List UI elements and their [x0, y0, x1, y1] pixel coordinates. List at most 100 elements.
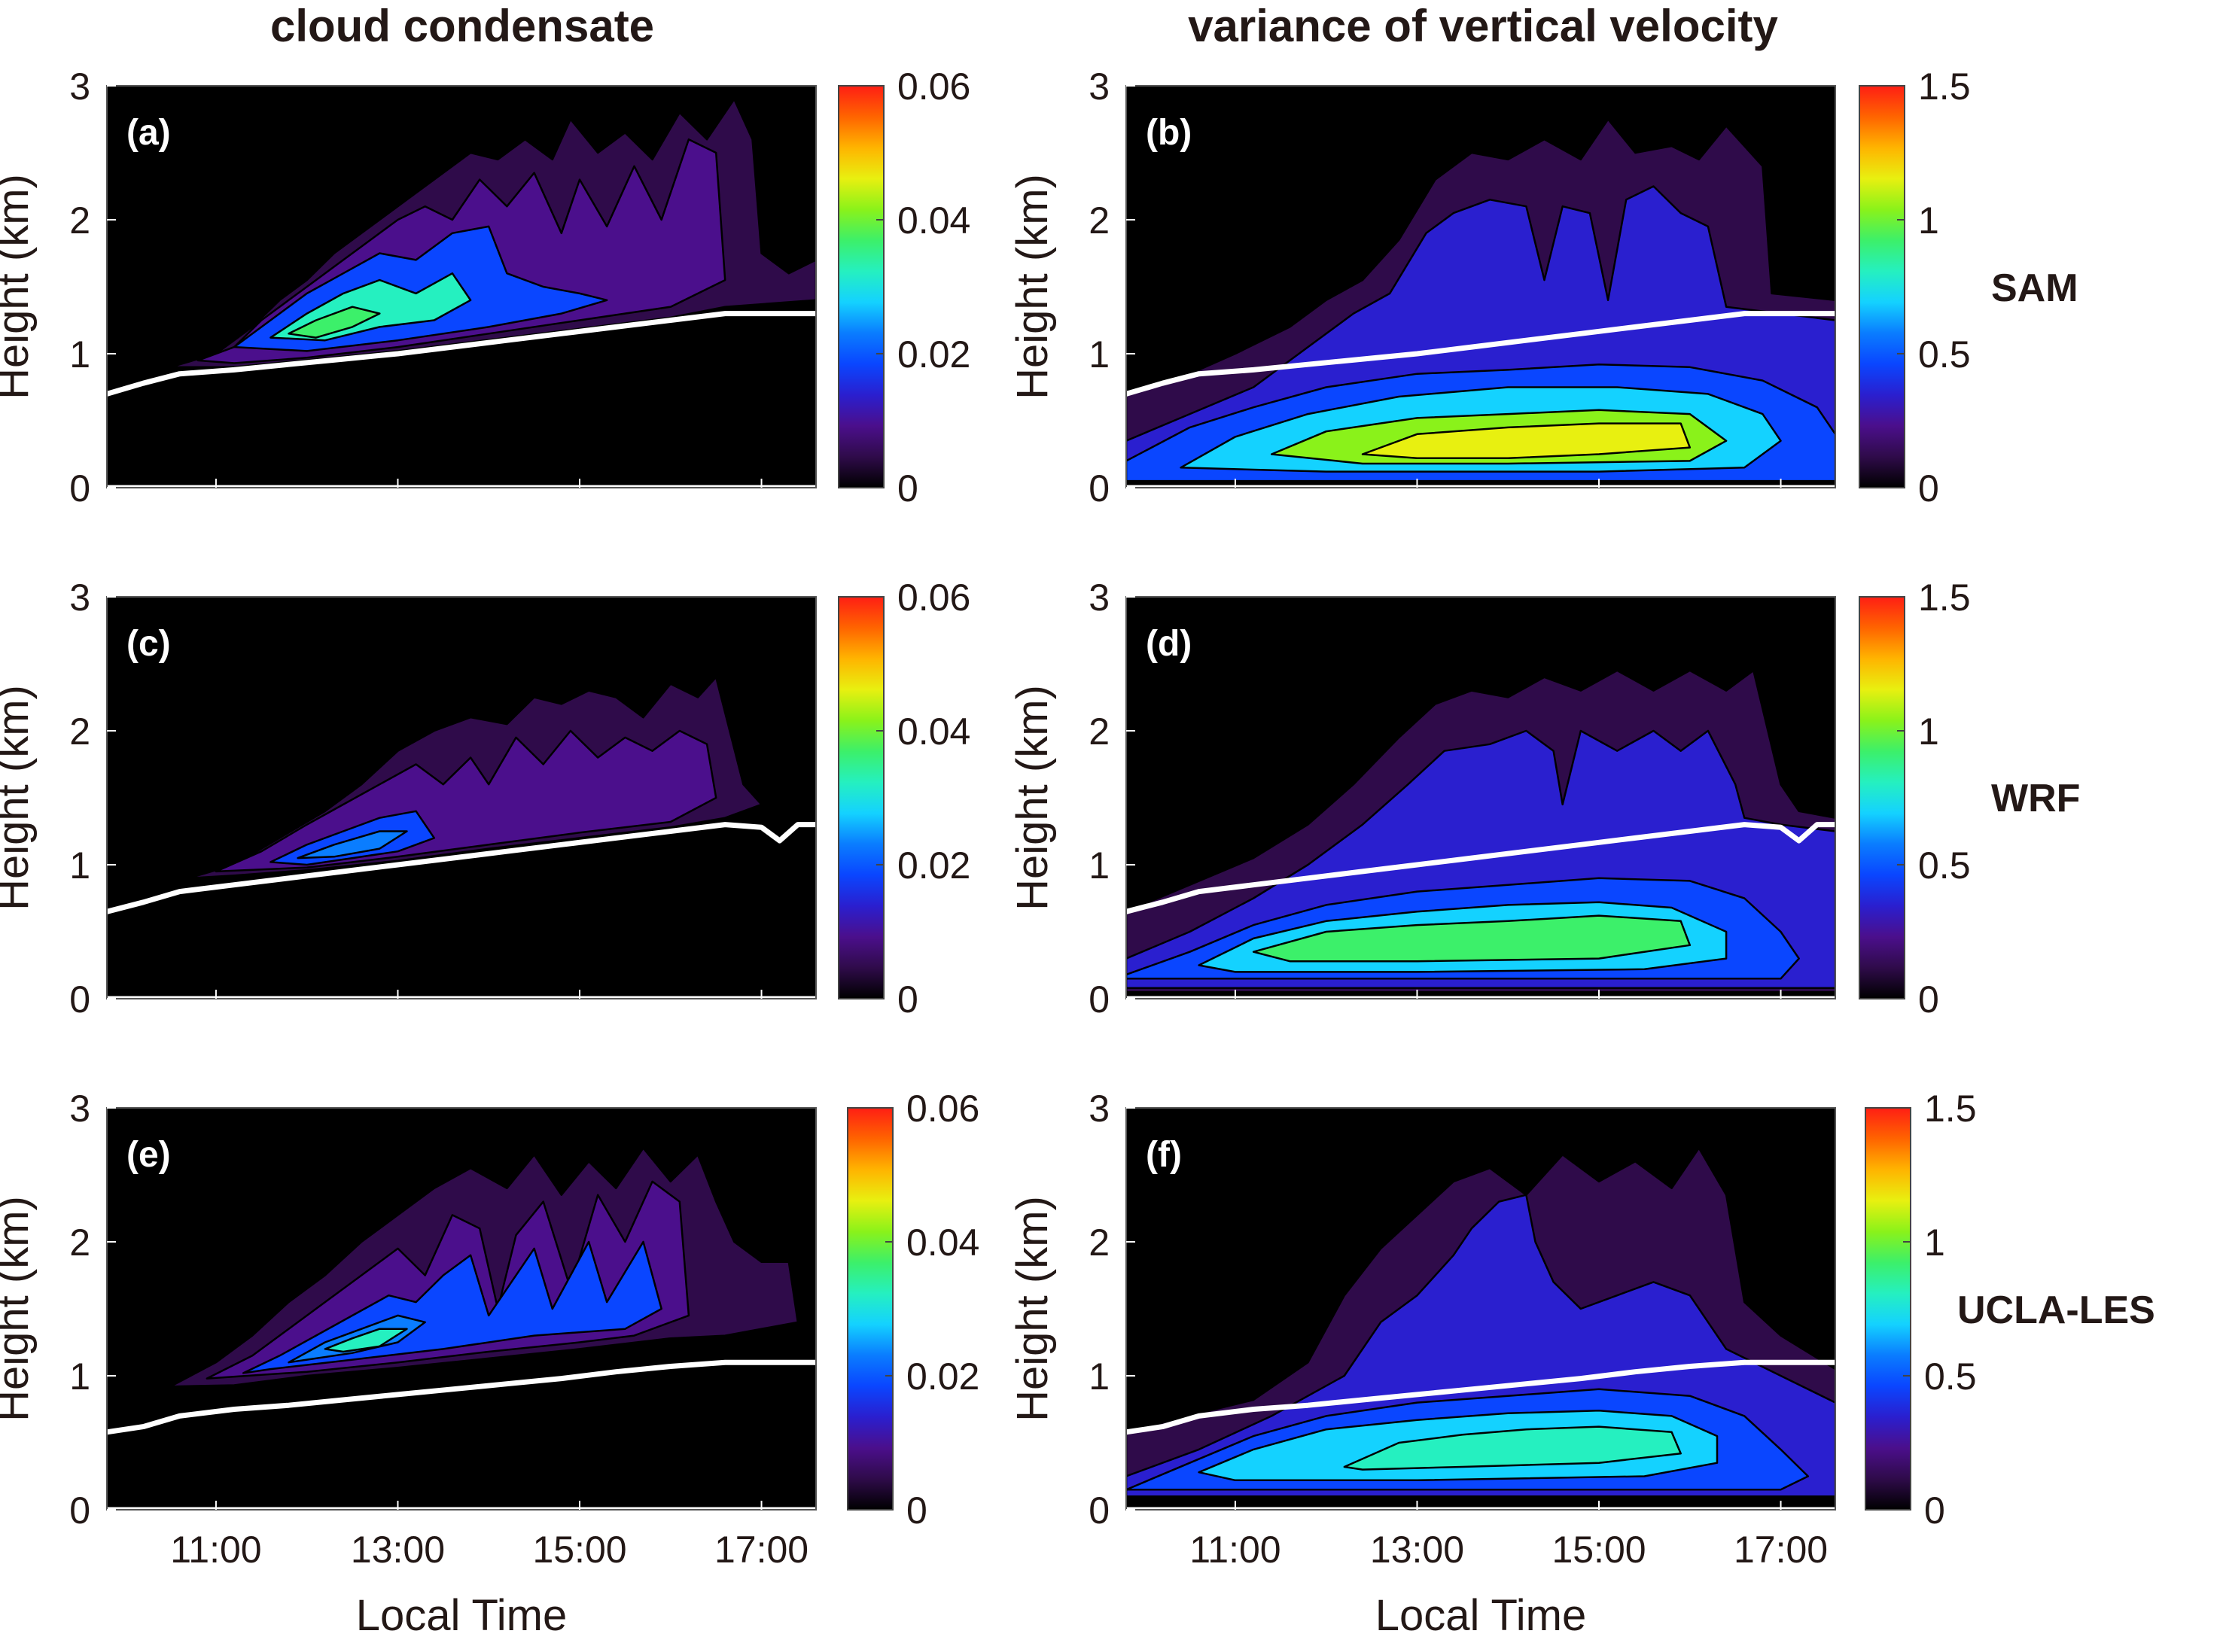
y-tick-label: 3: [1089, 65, 1110, 108]
y-tick-label: 0: [69, 1489, 90, 1532]
colorbar-tick-label: 0: [1924, 1489, 1945, 1532]
colorbar-condensate: [838, 85, 885, 488]
y-axis-title: Height (km): [0, 1196, 38, 1422]
x-tick-label: 15:00: [532, 1529, 626, 1571]
y-tick-label: 3: [1089, 1088, 1110, 1130]
panel-label: (b): [1146, 113, 1192, 153]
x-tick-label: 17:00: [714, 1529, 809, 1571]
y-tick-label: 1: [69, 1355, 90, 1398]
panel-label: (d): [1146, 624, 1192, 664]
contour-region: [324, 1328, 408, 1353]
row-label-ucla-les: UCLA-LES: [1957, 1288, 2155, 1332]
x-axis-title: Local Time: [356, 1591, 567, 1640]
y-tick-label: 0: [1089, 1489, 1110, 1532]
colorbar-condensate: [838, 596, 885, 999]
colorbar-variance: [1865, 1107, 1911, 1511]
x-tick-label: 15:00: [1552, 1529, 1646, 1571]
contour-region: [288, 306, 381, 339]
colorbar-tick-label: 0: [1918, 467, 1939, 510]
contour-region: [1361, 422, 1692, 460]
y-axis-title: Height (km): [1008, 685, 1057, 911]
colorbar-tick-label: 1.5: [1924, 1088, 1977, 1130]
colorbar-tick-label: 1.5: [1918, 65, 1971, 108]
colorbar-tick-label: 0.5: [1918, 333, 1971, 376]
colorbar-tick-label: 0: [1918, 978, 1939, 1021]
boundary-layer-line: [107, 822, 816, 914]
colorbar-tick-label: 0.5: [1918, 844, 1971, 887]
panel-a: [107, 86, 816, 488]
y-tick-label: 2: [69, 710, 90, 753]
colorbar-tick-label: 0.02: [897, 333, 970, 376]
x-tick-label: 13:00: [1370, 1529, 1464, 1571]
y-axis-title: Height (km): [0, 685, 38, 911]
colorbar-tick-label: 1: [1924, 1222, 1945, 1264]
boundary-layer-line: [1126, 822, 1835, 914]
y-tick-label: 2: [69, 199, 90, 242]
y-tick-label: 0: [1089, 978, 1110, 1021]
colorbar-tick-label: 0: [906, 1489, 927, 1532]
panel-frame: [1125, 85, 1836, 488]
row-label-sam: SAM: [1991, 266, 2078, 310]
panel-c: [107, 597, 816, 999]
panel-f: [1126, 1108, 1835, 1510]
panel-frame: [106, 85, 817, 488]
contour-region: [297, 830, 408, 859]
contour-region: [1343, 1425, 1682, 1471]
boundary-layer-line: [1126, 1359, 1835, 1435]
y-tick-label: 3: [69, 65, 90, 108]
boundary-layer-line: [1126, 311, 1835, 397]
boundary-layer-line: [107, 311, 816, 397]
contour-region: [1252, 914, 1692, 963]
panel-frame: [106, 596, 817, 999]
column-title-condensate: cloud condensate: [270, 1, 654, 51]
y-tick-label: 2: [1089, 199, 1110, 242]
y-tick-label: 3: [69, 1088, 90, 1130]
axis-text-group: 0 1 2 3 Height (km) 0 1 2 3 Height (km) 0 1 2 3 Height…: [0, 65, 1828, 1640]
contour-region: [270, 810, 436, 866]
y-tick-label: 1: [69, 333, 90, 376]
colorbar-variance: [1859, 85, 1905, 488]
panel-frame: [1125, 1107, 1836, 1511]
panel-label: (a): [126, 113, 171, 153]
y-tick-label: 2: [1089, 710, 1110, 753]
colorbar-condensate: [847, 1107, 894, 1511]
panel-label: (f): [1146, 1135, 1182, 1175]
x-tick-label: 11:00: [1189, 1529, 1281, 1571]
x-tick-label: 13:00: [351, 1529, 445, 1571]
y-tick-label: 1: [1089, 1355, 1110, 1398]
colorbar-tick-label: 0.06: [897, 577, 970, 619]
y-tick-label: 0: [1089, 467, 1110, 510]
panel-d: [1126, 597, 1835, 999]
panels-group: (a) (b) (c) (d) (e) (f): [106, 85, 1836, 1511]
colorbar-tick-label: 0.04: [906, 1222, 979, 1264]
panel-label: (e): [126, 1135, 171, 1175]
row-label-wrf: WRF: [1991, 777, 2080, 820]
y-axis-title: Height (km): [1008, 1196, 1057, 1422]
y-tick-label: 3: [1089, 577, 1110, 619]
colorbar-tick-label: 1: [1918, 199, 1939, 242]
panel-e: [107, 1108, 816, 1510]
y-tick-label: 3: [69, 577, 90, 619]
y-tick-label: 0: [69, 467, 90, 510]
colorbar-variance: [1859, 596, 1905, 999]
colorbars-group: 0 0.02 0.04 0.06 0 0.5 1 1.5 0 0.02 0.04 0.06 0 0.5 1 1…: [838, 65, 1977, 1532]
panel-frame: [106, 1107, 817, 1511]
x-axis-title: Local Time: [1375, 1591, 1586, 1640]
y-tick-label: 2: [1089, 1222, 1110, 1264]
colorbar-tick-label: 0.02: [906, 1355, 979, 1398]
y-tick-label: 1: [1089, 844, 1110, 887]
panel-b: [1126, 86, 1835, 488]
column-title-variance: variance of vertical velocity: [1188, 1, 1778, 51]
boundary-layer-line: [107, 1359, 816, 1435]
colorbar-tick-label: 0.02: [897, 844, 970, 887]
colorbar-tick-label: 0.04: [897, 199, 970, 242]
y-axis-title: Height (km): [1008, 174, 1057, 400]
colorbar-tick-label: 1.5: [1918, 577, 1971, 619]
colorbar-tick-label: 1: [1918, 710, 1939, 753]
panel-label: (c): [126, 624, 171, 664]
panel-frame: [1125, 596, 1836, 999]
y-axis-title: Height (km): [0, 174, 38, 400]
y-tick-label: 1: [69, 844, 90, 887]
colorbar-tick-label: 0.06: [906, 1088, 979, 1130]
